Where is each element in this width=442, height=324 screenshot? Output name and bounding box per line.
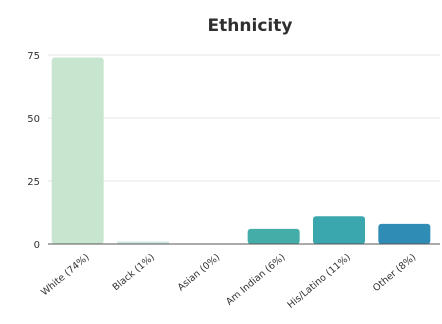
gridlines <box>48 54 440 182</box>
chart-title: Ethnicity <box>208 16 293 36</box>
x-tick-label: Other (8%) <box>371 252 418 294</box>
bar-0 <box>51 57 104 244</box>
x-tick-label: White (74%) <box>39 252 91 298</box>
bar-5 <box>378 223 431 244</box>
x-tick-label: His/Latino (11%) <box>285 252 352 311</box>
y-tick-label: 25 <box>27 177 40 188</box>
x-axis-category-labels: White (74%) Black (1%) Asian (0%) Am Indian… <box>39 252 418 311</box>
bar-4 <box>313 216 365 244</box>
y-axis-ticks: 0 25 50 75 <box>27 51 40 251</box>
y-tick-label: 50 <box>27 114 40 125</box>
x-tick-label: Black (1%) <box>111 252 157 293</box>
y-tick-label: 0 <box>34 240 40 251</box>
x-tick-label: Am Indian (6%) <box>224 252 287 308</box>
bar-3 <box>247 228 300 244</box>
y-tick-label: 75 <box>27 51 40 62</box>
bar-1 <box>117 241 169 244</box>
x-tick-label: Asian (0%) <box>176 252 222 293</box>
bars <box>51 57 431 244</box>
